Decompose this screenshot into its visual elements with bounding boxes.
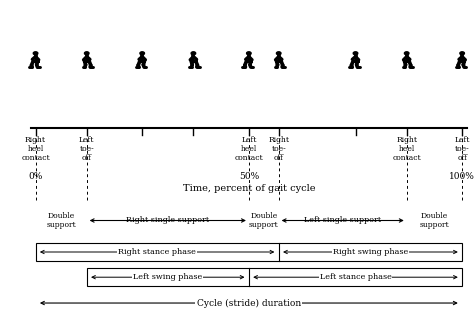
Text: Left
heel
contact: Left heel contact [235,136,263,163]
Circle shape [140,52,145,55]
Text: Right
heel
contact: Right heel contact [392,136,421,163]
Circle shape [84,52,89,55]
Text: Right
heel
contact: Right heel contact [21,136,50,163]
Circle shape [246,52,251,55]
Bar [87,268,462,286]
Text: Double
support: Double support [249,212,279,229]
Circle shape [33,52,38,55]
Circle shape [353,52,358,55]
Circle shape [191,52,196,55]
Circle shape [276,52,281,55]
Circle shape [404,52,409,55]
Text: Right swing phase: Right swing phase [333,248,408,256]
Text: Double
support: Double support [419,212,449,229]
Text: Time, percent of gait cycle: Time, percent of gait cycle [182,184,315,193]
Text: Left swing phase: Left swing phase [133,273,202,281]
Text: Left single support: Left single support [304,216,381,225]
Circle shape [460,52,465,55]
Text: 100%: 100% [449,172,474,181]
Text: Cycle (stride) duration: Cycle (stride) duration [197,299,301,307]
Text: Right
toe-
off: Right toe- off [268,136,289,163]
Text: Left
toe-
off: Left toe- off [79,136,94,163]
Text: Double
support: Double support [46,212,76,229]
Text: Right stance phase: Right stance phase [118,248,196,256]
Text: Left
toe-
off: Left toe- off [455,136,470,163]
Text: Right single support: Right single support [126,216,210,225]
Text: 50%: 50% [239,172,259,181]
Text: Left stance phase: Left stance phase [319,273,392,281]
Text: 0%: 0% [28,172,43,181]
Bar [36,243,462,261]
